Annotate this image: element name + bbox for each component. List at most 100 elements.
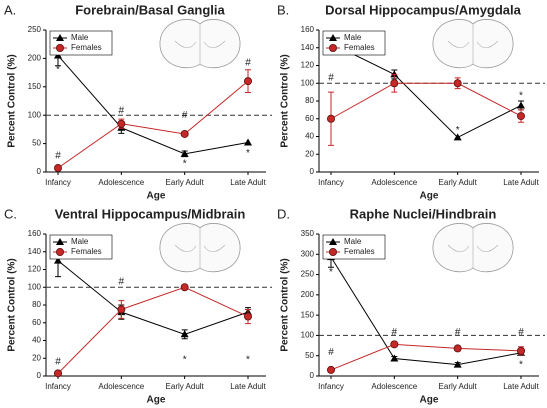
y-tick-label: 80 [305,96,314,105]
annotation: * [246,355,250,366]
panel: D. Raphe Nuclei/Hindbrain 0 50 100 150 200 250 3… [277,206,545,406]
panel-label: D. [277,206,290,221]
y-tick-label: 100 [28,110,42,119]
series-line [57,80,249,169]
annotation: * [246,148,250,159]
brain-detail [174,228,226,268]
marker [517,112,526,121]
y-tick-label: 250 [301,270,315,279]
x-tick-label: Early Adult [166,382,205,391]
marker [390,354,399,362]
marker [453,360,462,368]
y-tick-label: 100 [301,331,315,340]
x-tick-label: Late Adult [503,382,539,391]
marker [329,34,337,41]
marker [54,256,62,264]
annotation: # [455,327,461,338]
brain-detail [447,24,499,64]
y-axis-label: Percent Control (%) [7,54,18,147]
legend-label: Females [71,247,102,256]
series-line [57,260,249,335]
annotation: # [518,327,524,338]
marker [56,247,65,256]
x-tick-label: Adolescence [98,382,144,391]
series-line [330,42,522,138]
marker [390,79,399,88]
y-axis-label: Percent Control (%) [280,54,291,147]
x-axis-label: Age [147,191,166,202]
y-tick-label: 300 [301,249,315,258]
panel-label: C. [4,206,17,221]
annotation: # [55,356,61,367]
chart-title: Forebrain/Basal Ganglia [75,2,225,17]
y-tick-label: 160 [301,25,315,34]
marker [180,149,189,157]
y-tick-label: 50 [305,351,314,360]
y-tick-label: 40 [305,132,314,141]
y-tick-label: 250 [28,25,42,34]
y-tick-label: 40 [32,336,41,345]
y-tick-label: 200 [28,54,42,63]
x-axis-label: Age [420,395,439,406]
y-tick-label: 140 [301,43,315,52]
marker [453,133,462,141]
panel: B. Dorsal Hippocampus/Amygdala 0 20 40 60 80 10… [277,2,545,202]
x-tick-label: Late Adult [503,178,539,187]
x-tick-label: Infancy [45,178,71,187]
annotation: * [519,90,523,101]
marker [390,340,399,349]
marker [180,129,189,138]
y-tick-label: 0 [37,167,42,176]
y-tick-label: 20 [32,353,41,362]
marker [180,283,189,292]
annotation: # [55,151,61,162]
marker [517,346,526,355]
series-line [330,82,522,120]
y-tick-label: 150 [28,82,42,91]
y-tick-label: 0 [310,167,315,176]
marker [180,330,189,338]
x-tick-label: Late Adult [230,382,266,391]
y-tick-label: 140 [28,247,42,256]
marker [54,369,63,378]
annotation: * [183,355,187,366]
x-tick-label: Infancy [45,382,71,391]
y-tick-label: 50 [32,139,41,148]
series-line [330,256,522,366]
annotation: * [183,159,187,170]
legend-label: Females [71,43,102,52]
y-tick-label: 200 [301,290,315,299]
y-tick-label: 0 [37,371,42,380]
brain-detail [174,24,226,64]
y-tick-label: 20 [305,149,314,158]
x-tick-label: Adolescence [371,382,417,391]
panel-label: A. [4,2,16,17]
series-line [330,343,522,371]
x-tick-label: Adolescence [98,178,144,187]
x-tick-label: Infancy [318,382,344,391]
legend-label: Male [71,237,89,246]
marker [329,238,337,245]
x-axis-label: Age [147,395,166,406]
x-tick-label: Late Adult [230,178,266,187]
x-tick-label: Adolescence [371,178,417,187]
annotation: # [392,327,398,338]
series-line [57,55,249,155]
y-tick-label: 60 [305,114,314,123]
annotation: # [119,277,125,288]
chart-title: Raphe Nuclei/Hindbrain [350,206,497,221]
y-tick-label: 120 [301,61,315,70]
marker [326,114,335,123]
annotation: * [56,64,60,75]
legend-label: Females [344,43,375,52]
annotation: # [328,347,334,358]
marker [117,305,126,314]
y-tick-label: 350 [301,229,315,238]
y-axis-label: Percent Control (%) [280,258,291,351]
x-tick-label: Infancy [318,178,344,187]
legend-label: Male [344,237,362,246]
marker [517,101,525,109]
panel: A. Forebrain/Basal Ganglia 0 50 100 150 200 250… [4,2,272,202]
x-tick-label: Early Adult [439,382,478,391]
